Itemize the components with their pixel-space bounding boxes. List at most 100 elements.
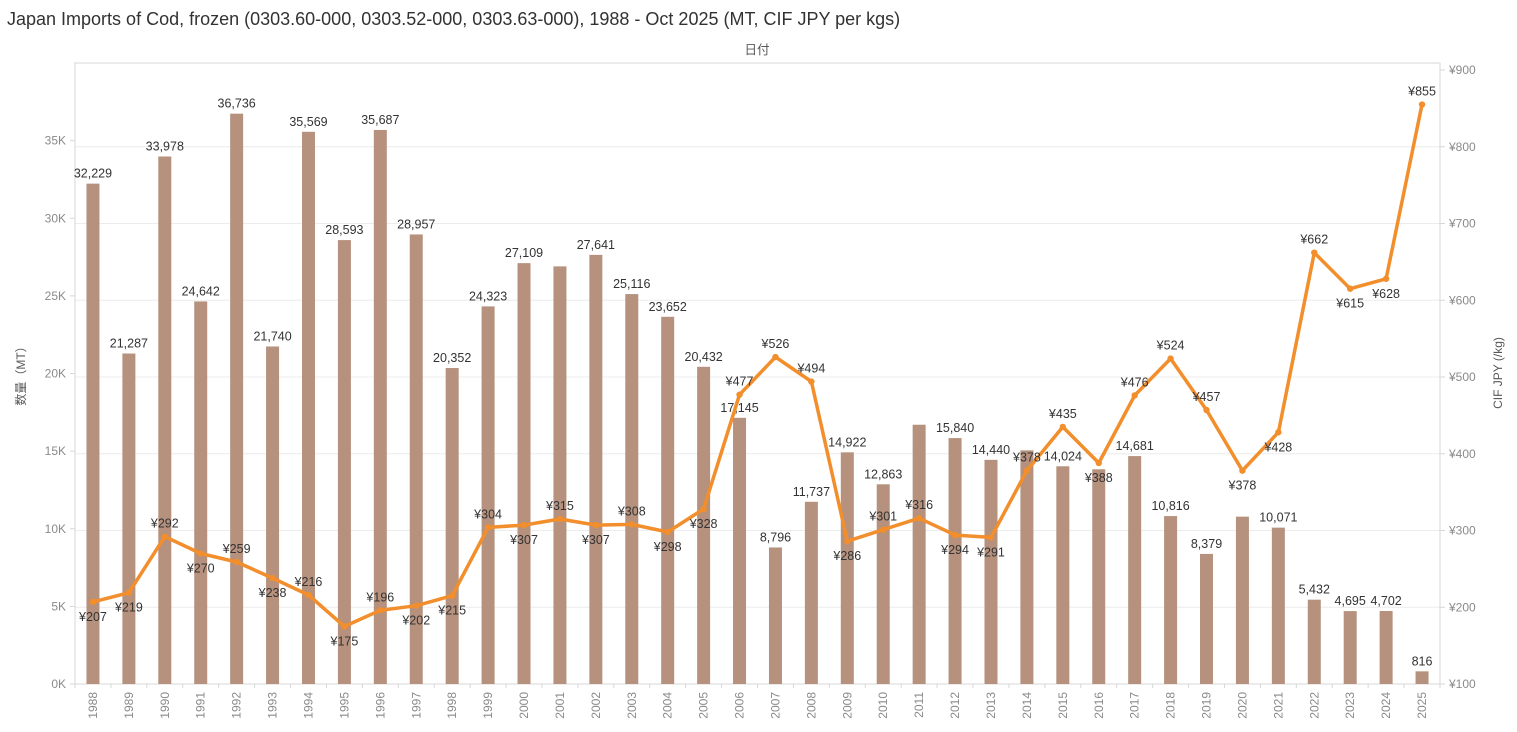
line-point-2018[interactable] — [1167, 355, 1174, 362]
line-point-2014[interactable] — [1023, 467, 1031, 474]
line-point-1989[interactable] — [125, 589, 133, 596]
line-point-1992[interactable] — [233, 558, 240, 566]
line-point-1996[interactable] — [377, 607, 384, 614]
bar-1998[interactable] — [445, 368, 459, 684]
line-point-2011[interactable] — [915, 515, 923, 522]
bar-2007[interactable] — [768, 547, 782, 684]
bar-label: 5,432 — [1299, 583, 1330, 597]
line-point-1998[interactable] — [448, 592, 456, 599]
bar-1991[interactable] — [194, 301, 208, 684]
line-point-2008[interactable] — [808, 378, 815, 385]
x-tick-label: 2005 — [697, 692, 711, 719]
bar-1995[interactable] — [337, 240, 351, 684]
line-point-1988[interactable] — [89, 598, 97, 606]
bar-2018[interactable] — [1164, 516, 1178, 684]
bar-2010[interactable] — [876, 484, 890, 684]
x-tick-label: 2009 — [840, 692, 854, 719]
line-point-1999[interactable] — [484, 524, 492, 531]
x-tick-label: 2025 — [1415, 692, 1429, 719]
line-label: ¥215 — [437, 604, 466, 618]
line-point-2006[interactable] — [736, 391, 743, 398]
line-point-2001[interactable] — [556, 515, 564, 523]
bar-2016[interactable] — [1092, 469, 1106, 684]
x-tick-label: 1988 — [86, 692, 100, 719]
y-left-axis-title: 数量（MT） — [13, 340, 28, 405]
line-label: ¥301 — [868, 510, 897, 524]
bar-2024[interactable] — [1379, 611, 1393, 684]
bar-2006[interactable] — [733, 417, 747, 684]
line-point-1993[interactable] — [269, 574, 276, 582]
line-point-2005[interactable] — [700, 505, 707, 513]
line-point-2013[interactable] — [987, 534, 995, 541]
line-point-2004[interactable] — [664, 528, 671, 536]
bar-1989[interactable] — [122, 353, 136, 684]
line-point-1995[interactable] — [341, 623, 348, 630]
bar-label: 20,432 — [685, 350, 723, 364]
bar-2004[interactable] — [661, 316, 675, 684]
bar-label: 32,229 — [74, 167, 112, 181]
x-tick-label: 1990 — [158, 692, 172, 719]
bar-2020[interactable] — [1235, 516, 1249, 684]
line-point-2020[interactable] — [1239, 467, 1246, 474]
line-point-2021[interactable] — [1275, 429, 1282, 436]
bar-label: 12,863 — [864, 467, 902, 481]
line-point-2023[interactable] — [1346, 285, 1354, 292]
bar-label: 20,352 — [433, 351, 471, 365]
x-tick-label: 2003 — [625, 692, 639, 719]
line-label: ¥219 — [114, 601, 143, 615]
bar-1988[interactable] — [86, 183, 100, 684]
bar-2003[interactable] — [625, 294, 639, 684]
line-point-1990[interactable] — [161, 533, 169, 540]
line-point-2019[interactable] — [1203, 406, 1210, 414]
line-point-2017[interactable] — [1131, 392, 1138, 399]
bar-2012[interactable] — [948, 438, 962, 684]
bar-1994[interactable] — [301, 131, 315, 685]
line-point-2002[interactable] — [592, 521, 600, 529]
bar-1992[interactable] — [230, 113, 244, 685]
line-point-2016[interactable] — [1095, 459, 1102, 467]
bar-1999[interactable] — [481, 306, 495, 684]
line-point-1997[interactable] — [413, 602, 420, 609]
bar-label: 14,681 — [1116, 439, 1154, 453]
x-tick-label: 2018 — [1164, 692, 1178, 719]
bar-2014[interactable] — [1020, 450, 1034, 684]
line-point-2003[interactable] — [628, 521, 635, 528]
bar-2005[interactable] — [697, 366, 711, 684]
bar-2002[interactable] — [589, 254, 603, 684]
bar-2009[interactable] — [840, 452, 854, 684]
line-label: ¥196 — [365, 590, 394, 604]
line-point-2009[interactable] — [844, 538, 851, 545]
bar-1993[interactable] — [266, 346, 280, 684]
line-point-2012[interactable] — [951, 531, 959, 539]
line-point-2025[interactable] — [1418, 101, 1426, 108]
bar-2011[interactable] — [912, 424, 926, 684]
bar-1997[interactable] — [409, 234, 423, 685]
y-left-tick-label: 0K — [51, 677, 66, 691]
line-point-1994[interactable] — [305, 591, 312, 599]
bar-2008[interactable] — [804, 501, 818, 684]
line-label: ¥524 — [1156, 339, 1185, 353]
bar-1996[interactable] — [373, 129, 387, 684]
line-point-2024[interactable] — [1382, 275, 1390, 282]
line-point-2000[interactable] — [520, 521, 528, 529]
line-point-2007[interactable] — [772, 353, 779, 361]
bar-2019[interactable] — [1200, 553, 1214, 684]
price-line[interactable] — [91, 102, 1424, 629]
bar-2000[interactable] — [517, 263, 531, 684]
line-point-2022[interactable] — [1311, 249, 1318, 256]
line-point-1991[interactable] — [197, 550, 204, 557]
bar-2013[interactable] — [984, 459, 998, 684]
bar-2015[interactable] — [1056, 466, 1070, 684]
bar-2022[interactable] — [1307, 599, 1321, 684]
bar-1990[interactable] — [158, 156, 172, 684]
x-tick-label: 2015 — [1056, 692, 1070, 719]
bar-2021[interactable] — [1271, 527, 1285, 684]
line-point-2010[interactable] — [880, 526, 887, 533]
bar-2025[interactable] — [1415, 671, 1429, 684]
line-point-2015[interactable] — [1059, 423, 1067, 431]
line-label: ¥316 — [904, 498, 933, 512]
line-label: ¥291 — [976, 545, 1005, 559]
bar-2017[interactable] — [1128, 456, 1142, 684]
bar-2001[interactable] — [553, 266, 567, 684]
bar-2023[interactable] — [1343, 611, 1357, 684]
